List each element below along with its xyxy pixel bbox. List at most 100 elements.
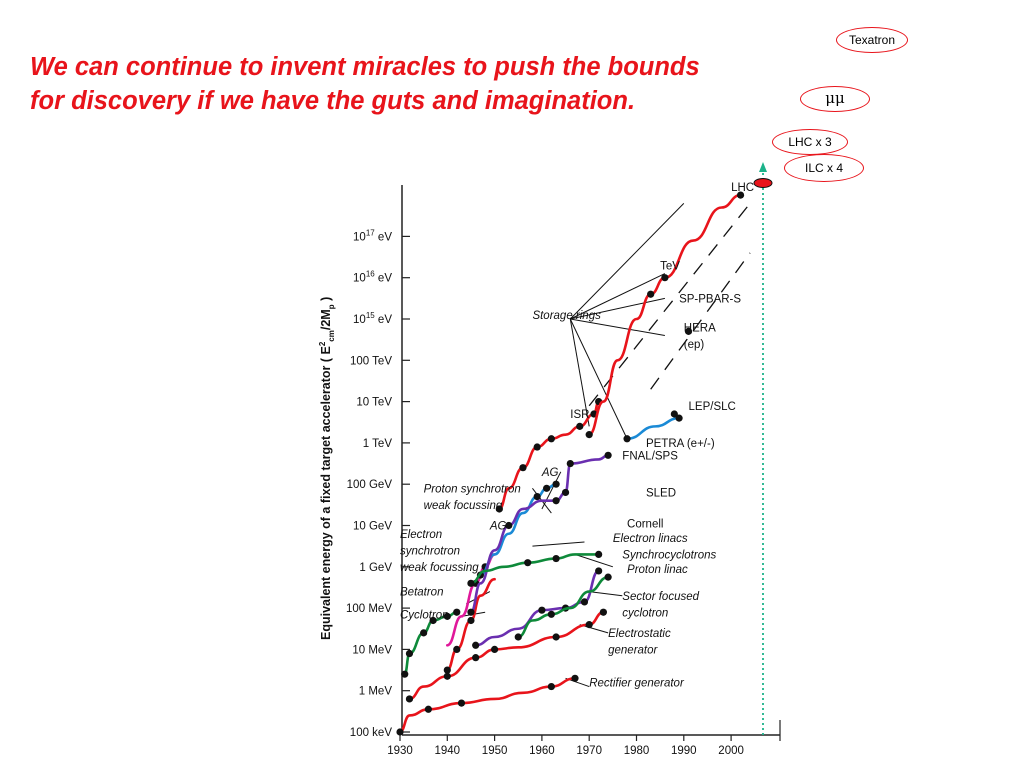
x-tick-label: 1980 <box>624 745 650 757</box>
chart-label: ISR <box>570 409 589 421</box>
data-point <box>453 645 461 654</box>
data-point <box>684 327 693 335</box>
data-point <box>405 695 414 703</box>
data-point <box>443 612 451 620</box>
callout-line <box>574 553 614 568</box>
data-point <box>472 654 480 662</box>
chart-label: Betatron <box>400 587 443 599</box>
data-point <box>623 435 631 443</box>
chart-label: LHC <box>731 182 754 194</box>
y-tick-label: 100 keV <box>350 727 393 739</box>
data-point <box>424 705 432 713</box>
headline: We can continue to invent miracles to pu… <box>30 50 790 118</box>
chart-label: Electron <box>400 529 442 541</box>
storage-ring-guides <box>461 202 751 688</box>
chart-labels: LHC TeV SP-PBAR-S Storage rings HERA (ep) ISR L… <box>400 182 754 690</box>
chart-label: Synchrocyclotrons <box>622 550 716 562</box>
chart-label: FNAL/SPS <box>622 450 678 462</box>
data-point <box>453 608 461 616</box>
data-point <box>472 641 480 649</box>
data-point <box>396 728 404 736</box>
x-tick-label: 2000 <box>718 745 744 757</box>
envelope-line <box>588 202 751 407</box>
data-point <box>571 674 579 682</box>
series-electrostatic-generator <box>408 610 605 701</box>
data-point <box>533 443 541 451</box>
guide-line <box>570 297 665 320</box>
headline-line-2: for discovery if we have the guts and im… <box>30 87 636 115</box>
chart-label: Proton linac <box>627 564 688 576</box>
series-lep-slc <box>625 416 681 441</box>
data-point <box>736 191 745 199</box>
callout-line <box>589 591 623 597</box>
chart-label: AG <box>489 521 507 533</box>
data-point <box>467 608 475 616</box>
y-tick-label: 1015 eV <box>353 311 392 326</box>
y-tick-label: 1016 eV <box>353 270 392 285</box>
data-point <box>443 672 451 680</box>
data-point <box>401 670 409 678</box>
data-point <box>604 573 612 581</box>
data-point <box>566 459 574 468</box>
x-tick-label: 1940 <box>435 745 461 757</box>
data-point <box>576 422 584 430</box>
future-marker-ellipse <box>753 178 773 188</box>
data-point <box>547 435 555 443</box>
texatron-tag: Texatron <box>836 27 908 53</box>
data-point <box>547 682 555 691</box>
x-tick-label: 1970 <box>576 745 602 757</box>
data-point <box>647 290 655 298</box>
chart-series <box>396 191 745 736</box>
y-tick-label: 100 TeV <box>350 355 392 367</box>
data-point <box>405 649 414 658</box>
y-tick-label: 100 MeV <box>346 603 392 615</box>
headline-line-1: We can continue to invent miracles to pu… <box>30 53 700 81</box>
data-point <box>467 616 475 625</box>
ilc-x4-tag: ILC x 4 <box>784 154 864 182</box>
guide-line <box>569 203 685 320</box>
y-tick-label: 10 GeV <box>353 521 392 533</box>
series-electron-linac <box>469 453 610 614</box>
chart-label: synchrotron <box>400 545 460 557</box>
data-point <box>505 521 513 530</box>
data-point <box>552 554 560 563</box>
data-point <box>538 606 546 614</box>
data-point <box>604 451 612 459</box>
data-point <box>524 559 532 567</box>
chart-label: TeV <box>660 260 680 272</box>
data-point <box>519 464 527 472</box>
x-tick-label: 1930 <box>387 745 413 757</box>
future-marker <box>753 162 773 735</box>
x-tick-label: 1950 <box>482 745 508 757</box>
data-point <box>585 621 593 629</box>
data-point <box>599 608 607 616</box>
y-tick-label: 100 GeV <box>347 479 393 491</box>
chart-label: Cornell <box>627 519 663 531</box>
data-point <box>443 666 451 674</box>
guide-line <box>570 273 666 320</box>
x-tick-label: 1990 <box>671 745 697 757</box>
data-point <box>580 598 589 606</box>
data-point <box>675 414 683 422</box>
series-proton-linac <box>474 569 600 647</box>
data-point <box>420 629 428 637</box>
y-tick-label: 1017 eV <box>353 228 392 243</box>
data-point <box>543 484 551 492</box>
guide-line <box>569 318 628 439</box>
data-point <box>552 497 560 505</box>
series-sector-focused-cyclotron <box>516 575 610 639</box>
data-point <box>547 610 555 618</box>
muon-collider-tag: μμ <box>800 86 870 112</box>
data-point <box>533 492 541 501</box>
data-point <box>429 616 437 625</box>
chart-label: HERA <box>684 322 716 334</box>
chart-label: SLED <box>646 488 676 500</box>
data-point <box>552 633 560 641</box>
data-point <box>585 431 593 439</box>
y-axis-label: Equivalent energy of a fixed target acce… <box>318 297 336 640</box>
guide-line <box>570 318 665 337</box>
data-point <box>561 488 570 497</box>
x-tick-label: 1960 <box>529 745 555 757</box>
data-point <box>467 579 475 587</box>
envelope-line <box>650 252 751 390</box>
